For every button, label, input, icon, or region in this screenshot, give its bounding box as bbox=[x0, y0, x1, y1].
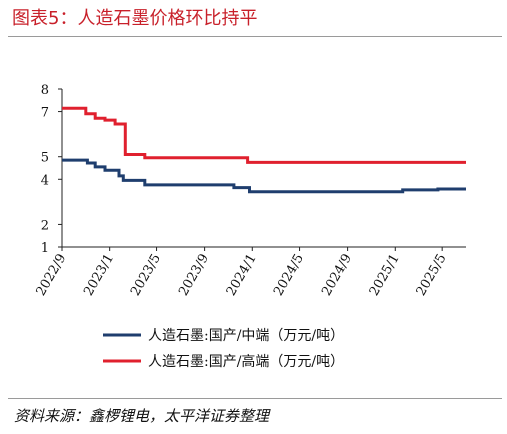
legend-label: 人造石墨:国产/高端（万元/吨） bbox=[148, 353, 344, 370]
x-tick: 2024/9 bbox=[319, 247, 355, 299]
bottom-rule bbox=[8, 398, 502, 399]
y-tick: 5 bbox=[41, 151, 62, 166]
x-tick: 2023/5 bbox=[128, 247, 164, 299]
x-tick: 2024/1 bbox=[224, 247, 260, 299]
x-tick-label: 2025/1 bbox=[367, 252, 403, 299]
x-tick-label: 2022/9 bbox=[34, 252, 70, 299]
y-tick-label: 7 bbox=[41, 106, 49, 121]
series-line-1 bbox=[62, 106, 466, 164]
x-tick-label: 2023/1 bbox=[81, 252, 117, 299]
chart-area: 1 2 4 5 7 8 2022/9 2023/1 2023/5 2023/9 2024/1 2024… bbox=[34, 83, 466, 370]
y-tick: 8 bbox=[41, 83, 62, 98]
y-tick: 1 bbox=[41, 241, 62, 256]
x-tick-label: 2024/1 bbox=[224, 252, 260, 299]
x-tick-label: 2023/5 bbox=[128, 252, 164, 299]
x-tick-label: 2023/9 bbox=[176, 252, 212, 299]
legend-label: 人造石墨:国产/中端（万元/吨） bbox=[148, 328, 344, 344]
y-tick-label: 8 bbox=[41, 83, 49, 98]
source-prefix: 资料来源： bbox=[14, 407, 90, 425]
legend-item: 人造石墨:国产/中端（万元/吨） bbox=[103, 328, 344, 344]
series-layer bbox=[62, 106, 466, 194]
series-line-0 bbox=[62, 158, 466, 194]
x-tick: 2025/5 bbox=[414, 247, 450, 299]
y-tick-label: 5 bbox=[41, 151, 49, 166]
x-tick-label: 2024/9 bbox=[319, 252, 355, 299]
figure-title: 图表5：人造石墨价格环比持平 bbox=[12, 8, 258, 29]
source-body: 鑫椤锂电，太平洋证券整理 bbox=[89, 407, 270, 425]
y-tick-label: 4 bbox=[41, 173, 49, 188]
x-tick: 2025/1 bbox=[367, 247, 403, 299]
y-tick: 7 bbox=[41, 106, 62, 121]
y-tick: 2 bbox=[41, 218, 62, 233]
x-tick: 2022/9 bbox=[34, 247, 70, 299]
legend: 人造石墨:国产/中端（万元/吨） 人造石墨:国产/高端（万元/吨） bbox=[103, 328, 344, 370]
legend-item: 人造石墨:国产/高端（万元/吨） bbox=[103, 353, 344, 370]
y-tick: 4 bbox=[41, 173, 62, 188]
source-note: 资料来源：鑫椤锂电，太平洋证券整理 bbox=[14, 405, 269, 426]
top-rule bbox=[8, 36, 502, 37]
x-tick-label: 2024/5 bbox=[271, 252, 307, 299]
y-tick-label: 1 bbox=[41, 241, 49, 256]
x-tick: 2024/5 bbox=[271, 247, 307, 299]
x-tick-label: 2025/5 bbox=[414, 252, 450, 299]
x-tick: 2023/1 bbox=[81, 247, 117, 299]
x-tick: 2023/9 bbox=[176, 247, 212, 299]
y-tick-label: 2 bbox=[41, 218, 49, 233]
